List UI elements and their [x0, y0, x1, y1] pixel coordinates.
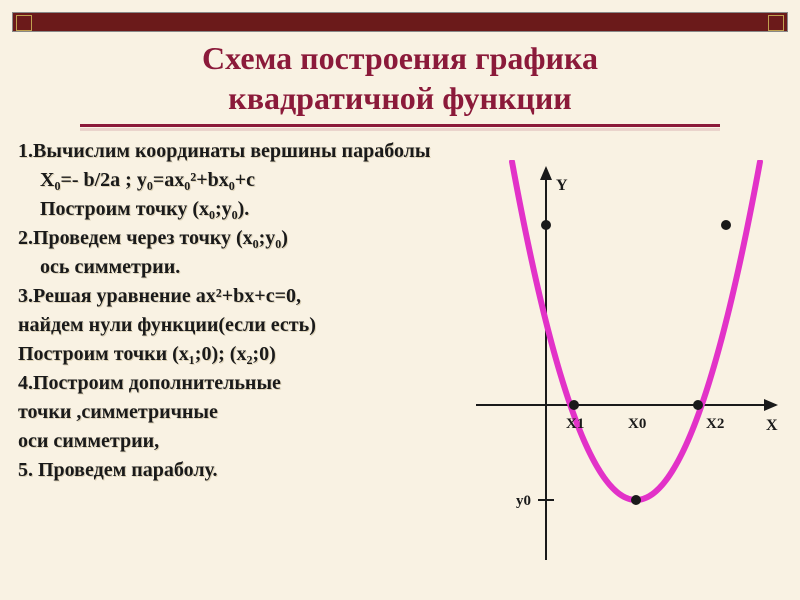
svg-text:X0: X0 — [628, 416, 646, 432]
title-line-1: Схема построения графика — [202, 40, 598, 76]
svg-text:y0: y0 — [516, 493, 531, 509]
step-2-line-a: 2.Проведем через точку (x₀;y₀) — [18, 225, 478, 252]
step-5: 5. Проведем параболу. — [18, 457, 478, 484]
svg-text:X1: X1 — [566, 416, 584, 432]
svg-text:X2: X2 — [706, 416, 724, 432]
title-line-2: квадратичной функции — [228, 80, 571, 116]
step-3-line-a: 3.Решая уравнение ax²+bx+c=0, — [18, 283, 478, 310]
step-1-line-b: X₀=- b/2a ; y₀=ax₀²+bx₀+c — [18, 167, 478, 194]
step-4-line-a: 4.Построим дополнительные — [18, 370, 478, 397]
svg-text:Y: Y — [556, 177, 568, 194]
step-3-line-c: Построим точки (x₁;0); (x₂;0) — [18, 341, 478, 368]
title-block: Схема построения графика квадратичной фу… — [0, 38, 800, 135]
svg-text:X: X — [766, 417, 778, 434]
step-3-line-b: найдем нули функции(если есть) — [18, 312, 478, 339]
step-4-line-c: оси симметрии, — [18, 428, 478, 455]
step-4-line-b: точки ,симметричные — [18, 399, 478, 426]
step-1-line-a: 1.Вычислим координаты вершины параболы — [18, 138, 478, 165]
step-2-line-b: ось симметрии. — [18, 254, 478, 281]
steps-text: 1.Вычислим координаты вершины параболы X… — [18, 138, 478, 486]
step-1-line-c: Построим точку (x₀;y₀). — [18, 196, 478, 223]
title-underline — [80, 124, 720, 127]
page-title: Схема построения графика квадратичной фу… — [40, 38, 760, 118]
decorative-top-band — [12, 12, 788, 32]
parabola-chart: Y X X0 X1 X2 y0 — [476, 160, 786, 570]
